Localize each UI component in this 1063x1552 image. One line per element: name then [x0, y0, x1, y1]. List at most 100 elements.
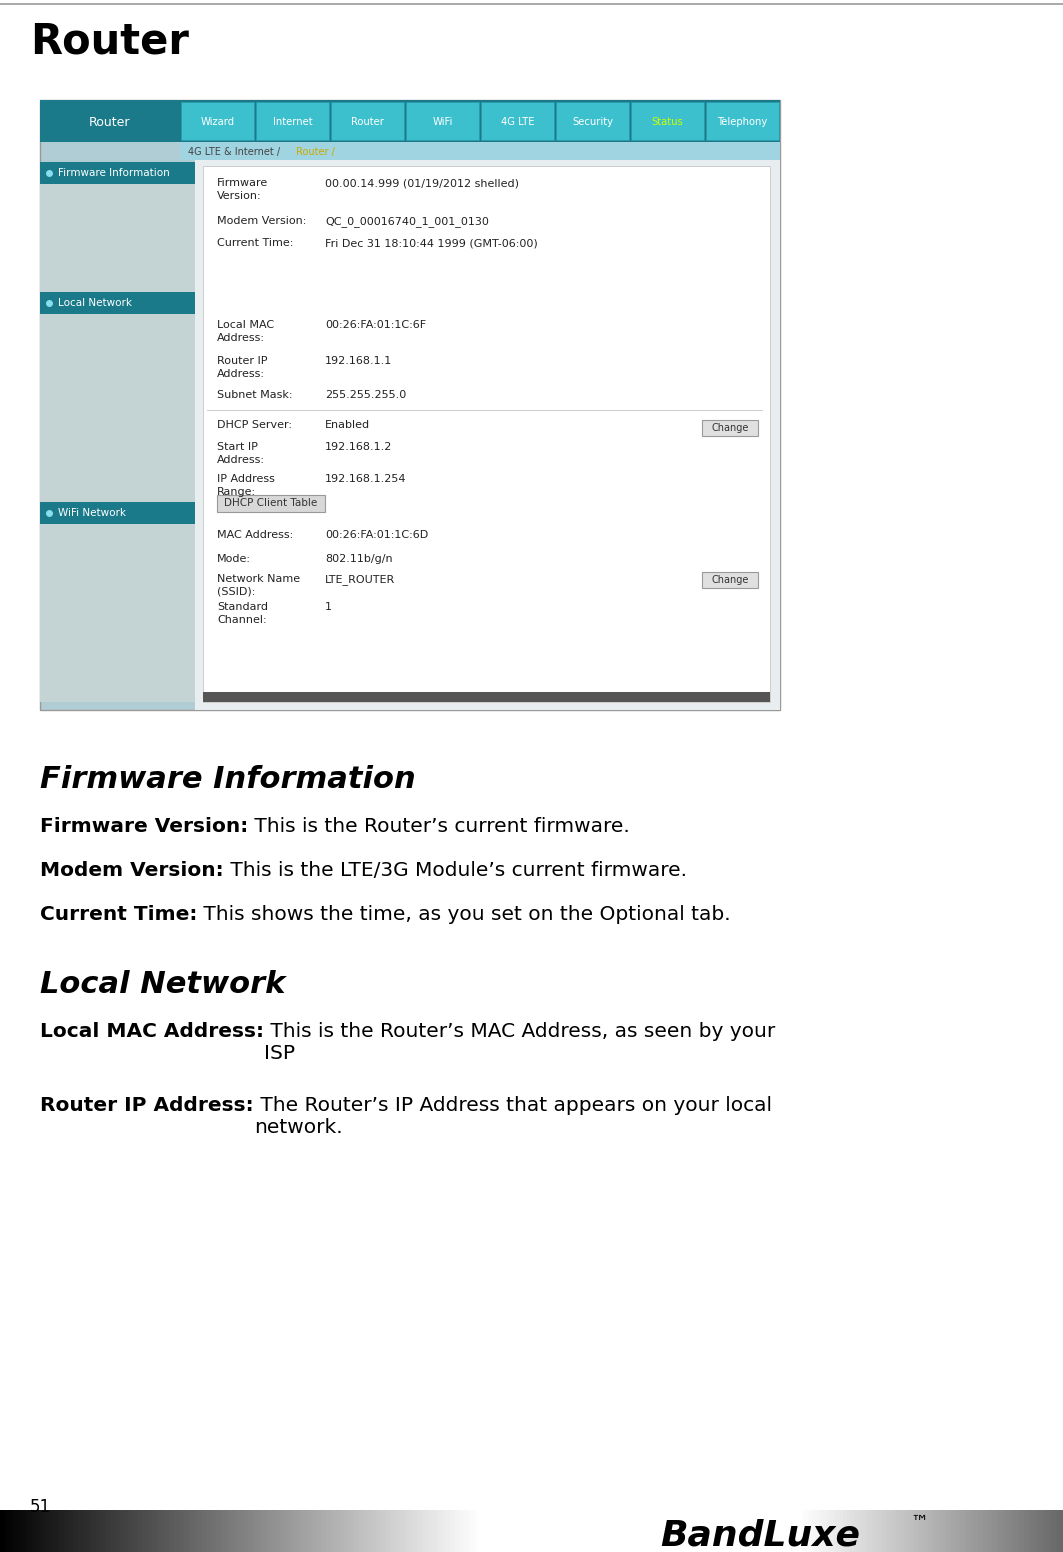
Bar [581, 1510, 586, 1552]
Bar [273, 1510, 277, 1552]
Bar [925, 1510, 929, 1552]
Bar [556, 102, 629, 140]
Text: 00:26:FA:01:1C:6D: 00:26:FA:01:1C:6D [325, 529, 428, 540]
Bar [981, 1510, 986, 1552]
Bar [199, 1510, 203, 1552]
Bar [40, 501, 195, 525]
Bar [496, 1510, 501, 1552]
Bar [922, 1510, 926, 1552]
Bar [40, 292, 195, 314]
Bar [659, 1510, 663, 1552]
Bar [170, 1510, 174, 1552]
Bar [620, 1510, 625, 1552]
Bar [226, 1510, 232, 1552]
Text: Current Time:: Current Time: [217, 237, 293, 248]
Text: Network Name
(SSID):: Network Name (SSID): [217, 574, 300, 598]
Bar [800, 1510, 806, 1552]
Bar [904, 1510, 908, 1552]
Bar [114, 1510, 118, 1552]
Text: Router IP Address:: Router IP Address: [40, 1096, 254, 1114]
Bar [500, 1510, 504, 1552]
Bar [702, 1510, 706, 1552]
Bar [471, 1510, 476, 1552]
Bar [1010, 1510, 1014, 1552]
Bar [131, 1510, 136, 1552]
Bar [1060, 1510, 1063, 1552]
Bar [826, 1510, 830, 1552]
Text: Local MAC
Address:: Local MAC Address: [217, 320, 274, 343]
Bar [56, 1510, 62, 1552]
Bar [205, 1510, 210, 1552]
Bar [1039, 1510, 1043, 1552]
Bar [331, 102, 404, 140]
Bar [422, 1510, 426, 1552]
Bar [797, 1510, 802, 1552]
Bar [167, 1510, 171, 1552]
Text: This is the Router’s MAC Address, as seen by your
ISP: This is the Router’s MAC Address, as see… [264, 1023, 775, 1063]
Bar [220, 1510, 224, 1552]
Bar [120, 1510, 125, 1552]
Bar [78, 1510, 83, 1552]
Bar [203, 692, 770, 702]
Bar [191, 1510, 196, 1552]
Bar [946, 1510, 950, 1552]
Bar [635, 1510, 639, 1552]
Text: Local Network: Local Network [58, 298, 132, 307]
Bar [943, 1510, 947, 1552]
Bar [128, 1510, 132, 1552]
Text: 802.11b/g/n: 802.11b/g/n [325, 554, 392, 563]
Bar [755, 1510, 759, 1552]
Bar [641, 1510, 646, 1552]
Bar [468, 1510, 472, 1552]
Text: Router /: Router / [296, 147, 335, 157]
Text: Mode:: Mode: [217, 554, 251, 563]
Bar [550, 1510, 554, 1552]
Text: IP Address
Range:: IP Address Range: [217, 473, 275, 497]
Bar [308, 1510, 313, 1552]
Bar [648, 1510, 653, 1552]
Bar [783, 1510, 788, 1552]
Bar [67, 1510, 72, 1552]
Bar [386, 1510, 391, 1552]
Bar [450, 1510, 455, 1552]
Bar [369, 1510, 373, 1552]
Bar [258, 1510, 264, 1552]
Text: Subnet Mask:: Subnet Mask: [217, 390, 292, 400]
Text: This is the LTE/3G Module’s current firmware.: This is the LTE/3G Module’s current firm… [223, 861, 687, 880]
Bar [415, 1510, 419, 1552]
Bar [326, 1510, 331, 1552]
Text: Fri Dec 31 18:10:44 1999 (GMT-06:00): Fri Dec 31 18:10:44 1999 (GMT-06:00) [325, 237, 538, 248]
Text: Start IP
Address:: Start IP Address: [217, 442, 265, 464]
Bar [234, 1510, 238, 1552]
Bar [758, 1510, 763, 1552]
Bar [460, 1510, 466, 1552]
Bar [843, 1510, 848, 1552]
Bar [213, 1510, 217, 1552]
Bar [864, 1510, 870, 1552]
Text: 4G LTE & Internet /: 4G LTE & Internet / [188, 147, 281, 157]
Bar [82, 1510, 86, 1552]
Bar [407, 1510, 412, 1552]
Bar [411, 1510, 416, 1552]
Bar [872, 1510, 876, 1552]
Bar [188, 1510, 192, 1552]
Bar [311, 1510, 317, 1552]
Bar [269, 1510, 274, 1552]
Bar [64, 1510, 68, 1552]
Bar [694, 1510, 699, 1552]
Bar [1042, 1510, 1046, 1552]
Text: Router: Router [351, 116, 384, 127]
Text: Local MAC Address:: Local MAC Address: [40, 1023, 264, 1041]
Bar [88, 1510, 94, 1552]
Bar [688, 1510, 692, 1552]
Bar [40, 99, 780, 709]
Bar [556, 1510, 561, 1552]
Bar [428, 1510, 434, 1552]
Text: Standard
Channel:: Standard Channel: [217, 602, 268, 625]
Bar [503, 1510, 508, 1552]
Bar [875, 1510, 880, 1552]
Bar [741, 1510, 745, 1552]
Text: Change: Change [711, 574, 748, 585]
Bar [765, 1510, 770, 1552]
Bar [595, 1510, 600, 1552]
